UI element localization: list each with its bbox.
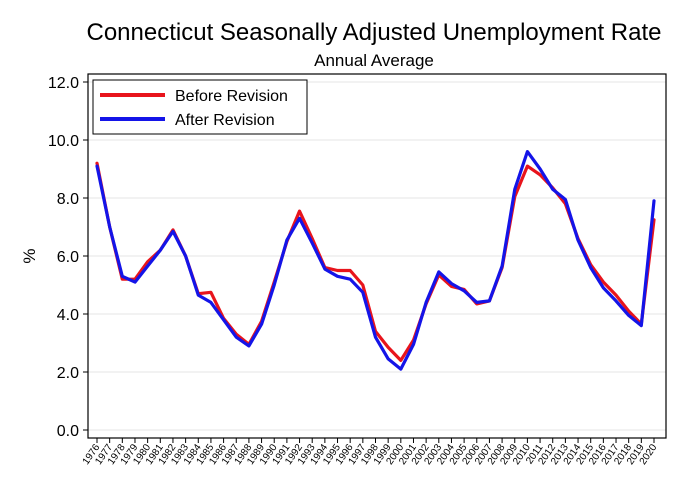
- y-tick-label: 0.0: [57, 423, 79, 440]
- y-tick-label: 8.0: [57, 191, 79, 208]
- series-line-before-revision: [95, 161, 656, 362]
- plot-frame: [87, 73, 667, 439]
- y-tick-label: 4.0: [57, 307, 79, 324]
- y-axis-ticks: 0.0 2.0 4.0 6.0 8.0 10.0 12.0: [48, 75, 88, 440]
- y-tick-label: 10.0: [48, 133, 79, 150]
- x-axis-ticks: 1976197719781979198019811982198319841985…: [81, 438, 660, 467]
- series-lines: [95, 150, 656, 371]
- y-axis-label: %: [20, 248, 39, 263]
- y-tick-label: 6.0: [57, 249, 79, 266]
- chart-title: Connecticut Seasonally Adjusted Unemploy…: [87, 19, 662, 46]
- y-tick-label: 12.0: [48, 75, 79, 92]
- legend-box: [92, 79, 308, 135]
- series-line-after-revision: [95, 150, 656, 371]
- chart-subtitle: Annual Average: [314, 51, 434, 70]
- legend-label-after: After Revision: [175, 112, 275, 129]
- legend: Before Revision After Revision: [92, 79, 308, 135]
- y-tick-label: 2.0: [57, 365, 79, 382]
- legend-label-before: Before Revision: [175, 88, 288, 105]
